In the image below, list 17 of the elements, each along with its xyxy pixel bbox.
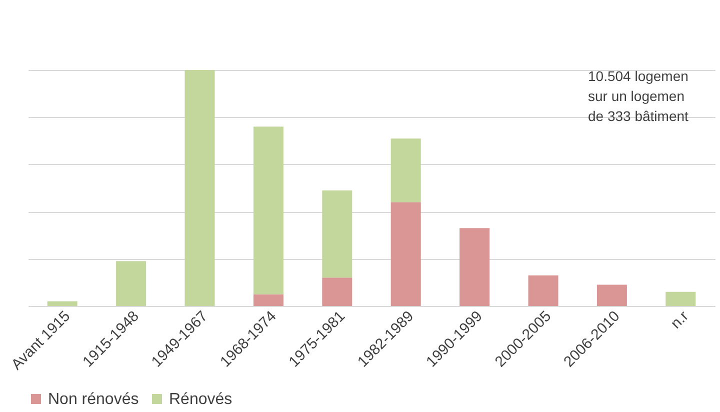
bar [322, 278, 352, 306]
bar [47, 301, 78, 306]
bar [116, 261, 146, 306]
legend-label: Non rénovés [48, 391, 139, 408]
bar [666, 292, 696, 306]
bar [390, 202, 421, 306]
bar [390, 138, 421, 202]
legend-label: Rénovés [169, 391, 232, 408]
bar [596, 284, 627, 306]
bar [322, 190, 352, 278]
x-tick-label: n.r [668, 308, 692, 332]
bar [253, 126, 284, 294]
bar [253, 294, 284, 306]
bar [528, 275, 558, 306]
annotation: 10.504 logemen sur un logemen de 333 bâtiment [588, 68, 689, 124]
bar [184, 70, 215, 306]
bar [460, 228, 490, 306]
